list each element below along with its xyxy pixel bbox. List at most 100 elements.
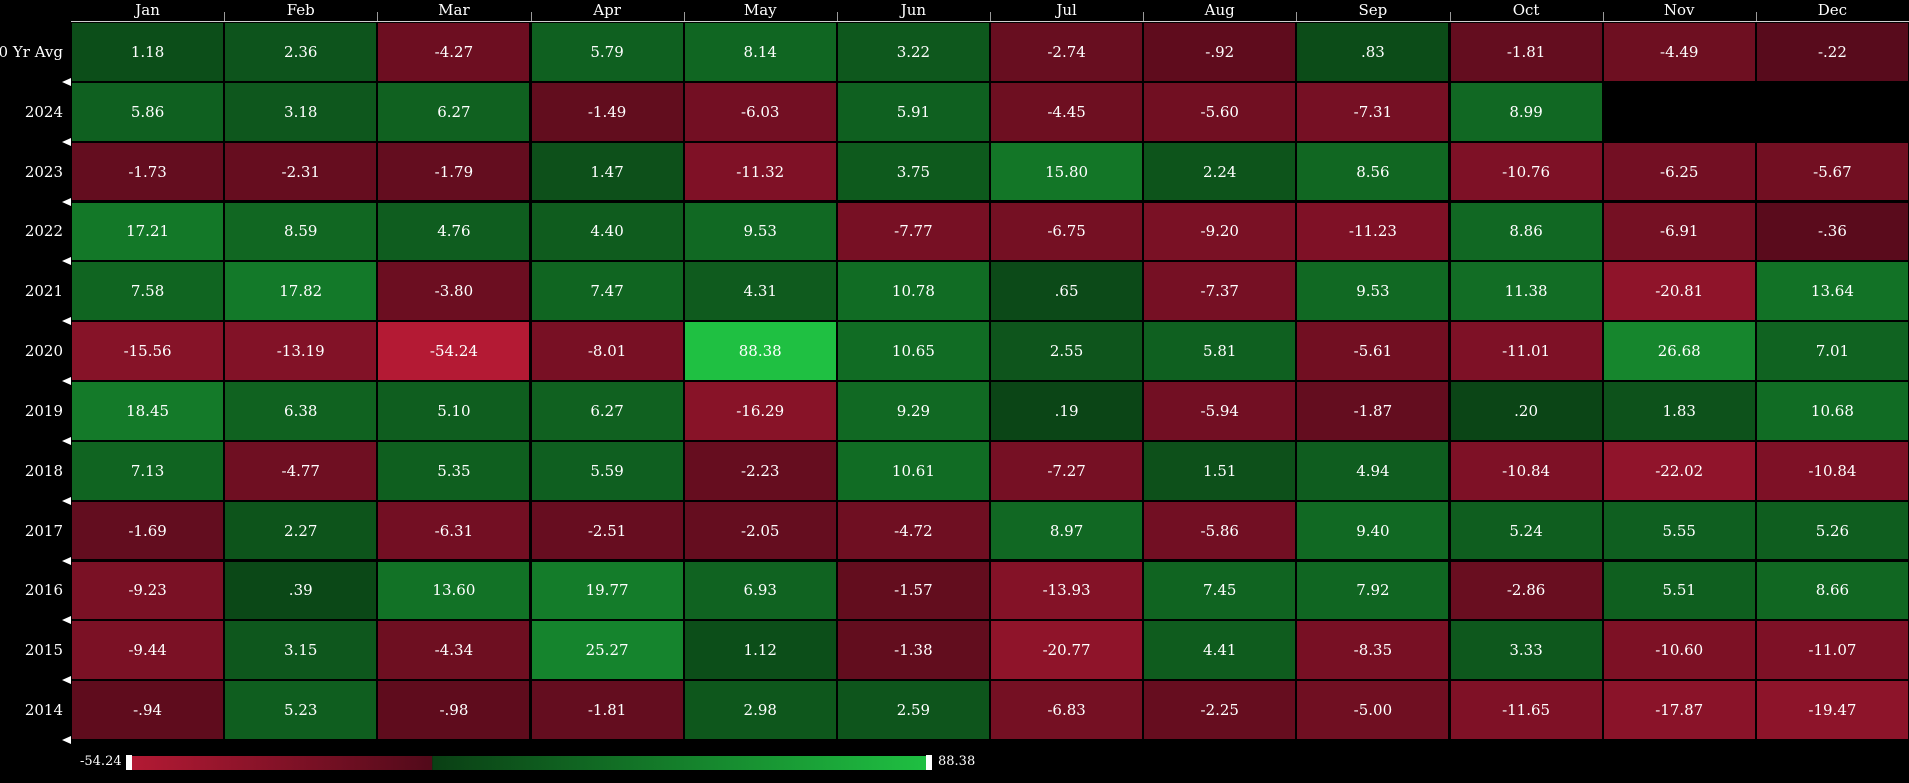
heatmap-cell: -3.80 <box>377 261 531 322</box>
heatmap-cell: -2.05 <box>683 500 837 561</box>
heatmap-cell: -5.61 <box>1296 321 1450 381</box>
row-tick-marker <box>62 496 71 505</box>
heatmap-cell: -11.07 <box>1755 620 1909 681</box>
heatmap-cell: 9.53 <box>1296 261 1450 322</box>
heatmap-cell: -5.00 <box>1296 680 1450 740</box>
heatmap-cell: -17.87 <box>1602 680 1756 740</box>
legend-positive-range <box>432 756 928 770</box>
heatmap-cell: -1.81 <box>1449 22 1603 82</box>
row-tick-marker <box>62 257 71 266</box>
heatmap-cell: -16.29 <box>683 381 837 441</box>
heatmap-cell: 1.18 <box>71 22 225 82</box>
heatmap-cell: -5.86 <box>1143 500 1297 561</box>
heatmap-cell: -7.27 <box>990 440 1144 501</box>
heatmap-cell: 4.40 <box>530 201 684 262</box>
heatmap-cell: 5.79 <box>530 22 684 82</box>
heatmap-cell: 7.01 <box>1755 321 1909 381</box>
row-label: 2014 <box>24 701 63 720</box>
heatmap-cell: 10.61 <box>836 440 990 501</box>
column-label-aug: Aug <box>1204 1 1235 19</box>
legend-max-label: 88.38 <box>938 754 976 769</box>
heatmap-cell: 5.24 <box>1449 500 1603 561</box>
row-tick-marker <box>62 77 71 86</box>
heatmap-cell: 3.33 <box>1449 620 1603 681</box>
legend-max-handle[interactable] <box>926 755 932 770</box>
heatmap-cell: .83 <box>1296 22 1450 82</box>
row-label: 2023 <box>24 162 63 181</box>
heatmap-cell: 5.55 <box>1602 500 1756 561</box>
row-tick-marker <box>62 616 71 625</box>
heatmap-cell: 5.26 <box>1755 500 1909 561</box>
heatmap-cell: -6.03 <box>683 81 837 142</box>
heatmap-cell: -2.25 <box>1143 680 1297 740</box>
heatmap-cell: -.22 <box>1755 22 1909 82</box>
column-label-jul: Jul <box>1056 1 1077 19</box>
heatmap-cell: 3.15 <box>224 620 378 681</box>
heatmap-cell: 8.56 <box>1296 141 1450 202</box>
heatmap-cell: -1.81 <box>530 680 684 740</box>
heatmap-cell: -4.77 <box>224 440 378 501</box>
heatmap-cell: -19.47 <box>1755 680 1909 740</box>
heatmap-cell: 17.21 <box>71 201 225 262</box>
heatmap-cell: -1.73 <box>71 141 225 202</box>
color-legend: -54.24 88.38 <box>70 752 1010 774</box>
column-separator <box>683 12 685 22</box>
heatmap-cell: 1.83 <box>1602 381 1756 441</box>
column-label-dec: Dec <box>1817 1 1848 19</box>
row-label: 2016 <box>24 581 63 600</box>
heatmap-cell: -1.69 <box>71 500 225 561</box>
heatmap-cell: 88.38 <box>683 321 837 381</box>
heatmap-cell: -15.56 <box>71 321 225 381</box>
column-separator <box>1755 12 1757 22</box>
heatmap-cell: -7.31 <box>1296 81 1450 142</box>
heatmap-cell-empty <box>1755 81 1909 142</box>
heatmap-cell: -6.75 <box>990 201 1144 262</box>
heatmap-cell: -5.94 <box>1143 381 1297 441</box>
row-label: 2021 <box>24 282 63 301</box>
heatmap-cell: 5.91 <box>836 81 990 142</box>
legend-negative-range <box>128 756 433 770</box>
heatmap-cell: -.36 <box>1755 201 1909 262</box>
heatmap-cell: 4.76 <box>377 201 531 262</box>
header-divider <box>71 21 1909 22</box>
heatmap-cell: -4.45 <box>990 81 1144 142</box>
heatmap-cell: 7.92 <box>1296 560 1450 621</box>
heatmap-cell: -20.81 <box>1602 261 1756 322</box>
heatmap-cell: -1.49 <box>530 81 684 142</box>
column-separator <box>1143 12 1145 22</box>
heatmap-cell: 5.10 <box>377 381 531 441</box>
heatmap-cell: .20 <box>1449 381 1603 441</box>
heatmap-cell: -6.91 <box>1602 201 1756 262</box>
heatmap-cell: -1.87 <box>1296 381 1450 441</box>
heatmap-cell: -11.23 <box>1296 201 1450 262</box>
row-tick-marker <box>62 317 71 326</box>
heatmap-cell: .39 <box>224 560 378 621</box>
heatmap-cell: 25.27 <box>530 620 684 681</box>
heatmap-cell: 3.22 <box>836 22 990 82</box>
legend-min-handle[interactable] <box>126 755 132 770</box>
heatmap-cell: 2.36 <box>224 22 378 82</box>
heatmap-cell-empty <box>1602 81 1756 142</box>
column-separator <box>990 12 991 22</box>
heatmap-cell: .19 <box>990 381 1144 441</box>
heatmap-cell: 4.31 <box>683 261 837 322</box>
heatmap-cell: -2.51 <box>530 500 684 561</box>
heatmap-cell: 4.41 <box>1143 620 1297 681</box>
heatmap-cell: -1.38 <box>836 620 990 681</box>
heatmap-cell: 8.14 <box>683 22 837 82</box>
heatmap-cell: 5.23 <box>224 680 378 740</box>
heatmap-cell: -11.65 <box>1449 680 1603 740</box>
heatmap-cell: -13.93 <box>990 560 1144 621</box>
row-label: 2018 <box>24 461 63 480</box>
heatmap-cell: 17.82 <box>224 261 378 322</box>
heatmap-cell: -4.49 <box>1602 22 1756 82</box>
heatmap-cell: 6.27 <box>377 81 531 142</box>
heatmap-cell: -6.25 <box>1602 141 1756 202</box>
heatmap-cell: 5.86 <box>71 81 225 142</box>
heatmap-cell: -6.83 <box>990 680 1144 740</box>
row-tick-marker <box>62 556 71 565</box>
row-tick-marker <box>62 137 71 146</box>
heatmap-cell: -11.01 <box>1449 321 1603 381</box>
heatmap-cell: -.94 <box>71 680 225 740</box>
heatmap-cell: 8.97 <box>990 500 1144 561</box>
